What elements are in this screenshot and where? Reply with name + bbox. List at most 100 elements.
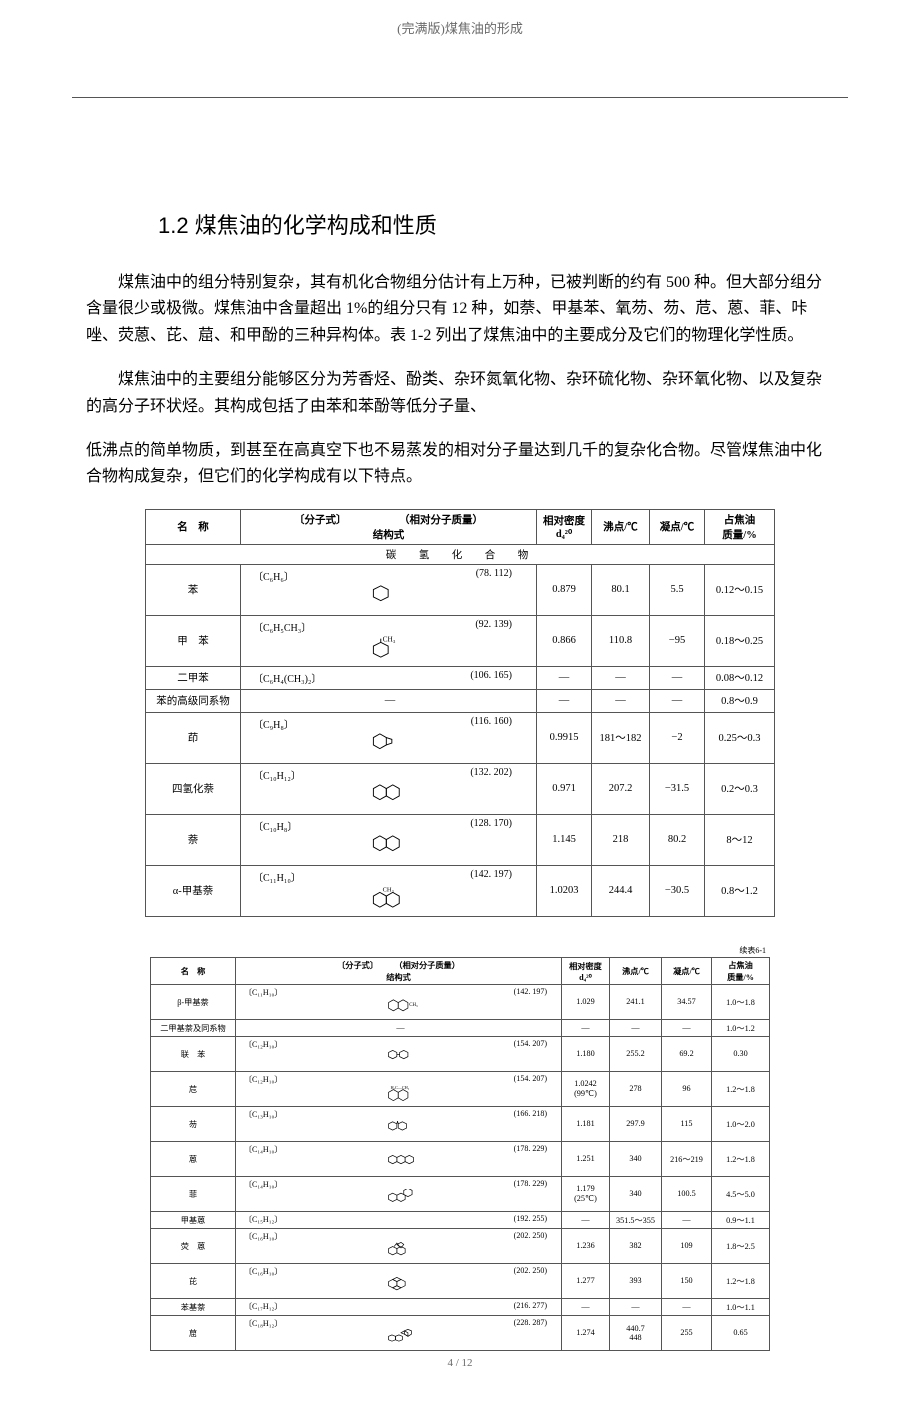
cell-bp: 255.2 — [610, 1036, 662, 1071]
cell-density: — — [562, 1298, 610, 1315]
cell-name: 苊 — [151, 1071, 236, 1106]
cell-density: — — [537, 689, 592, 712]
cell-pct: 0.9～1.1 — [712, 1211, 770, 1228]
cell-density: 1.277 — [562, 1263, 610, 1298]
table-row: 蒽〔C₁₄H₁₀〕(178. 229)1.251340216～2191.2～1.… — [151, 1141, 770, 1176]
cell-formula: 〔C₁₁H₁₀〕 — [253, 869, 301, 884]
cell-struct: — — [241, 689, 537, 712]
cell-bp: 351.5～355 — [610, 1211, 662, 1228]
cell-struct: 〔C₁₂H₁₀〕(154. 207) — [236, 1036, 562, 1071]
cell-density: 1.029 — [562, 984, 610, 1019]
cell-mp: — — [650, 666, 705, 689]
cell-struct: 〔C₆H₆〕 (78. 112) — [241, 564, 537, 615]
cell-density: 0.9915 — [537, 712, 592, 763]
cell-mp: 255 — [662, 1315, 712, 1350]
cell-formula: 〔C₆H₆〕 — [253, 568, 294, 583]
table-1: 名 称 〔分子式〕 （相对分子质量） 结构式 相对密度 d₄²⁰ 沸点/℃ 凝点… — [145, 509, 775, 917]
th-name: 名 称 — [151, 957, 236, 984]
cell-mp: −95 — [650, 615, 705, 666]
continued-label: 续表6-1 — [150, 945, 770, 956]
cell-pct: 4.5～5.0 — [712, 1176, 770, 1211]
cell-name: 苯基萘 — [151, 1298, 236, 1315]
cell-name: 芘 — [151, 1263, 236, 1298]
cell-struct: 〔C₁₂H₁₀〕(154. 207) — [236, 1071, 562, 1106]
cell-density: 1.274 — [562, 1315, 610, 1350]
cell-pct: 0.2～0.3 — [705, 763, 775, 814]
cell-mp: 150 — [662, 1263, 712, 1298]
table-row: 䓛〔C₁₈H₁₂〕(228. 287)1.274440.7 4482550.65 — [151, 1315, 770, 1350]
table-row: 菲〔C₁₄H₁₀〕(178. 229)1.179 (25℃)340100.54.… — [151, 1176, 770, 1211]
section-row: 碳 氢 化 合 物 — [146, 544, 775, 564]
cell-bp: 393 — [610, 1263, 662, 1298]
cell-mp: — — [662, 1298, 712, 1315]
cell-density: 0.879 — [537, 564, 592, 615]
cell-density: — — [537, 666, 592, 689]
cell-bp: 80.1 — [592, 564, 650, 615]
cell-struct: 〔C₁₅H₁₂〕(192. 255) — [236, 1211, 562, 1228]
cell-formula: 〔C₁₀H₁₂〕 — [253, 767, 301, 782]
cell-struct-dash: — — [396, 1023, 404, 1032]
cell-struct: 〔C₁₁H₁₀〕(142. 197) — [241, 865, 537, 916]
table-row: 芴〔C₁₃H₁₀〕(166. 218)1.181297.91151.0～2.0 — [151, 1106, 770, 1141]
cell-bp: — — [610, 1019, 662, 1036]
table-2: 续表6-1 名 称 〔分子式〕 （相对分子质量） 结构式 相对密度 d₄²⁰ 沸… — [150, 945, 770, 1351]
cell-mp: 5.5 — [650, 564, 705, 615]
table-row: β-甲基萘〔C₁₁H₁₀〕(142. 197)1.029241.134.571.… — [151, 984, 770, 1019]
cell-name: 二甲苯 — [146, 666, 241, 689]
cell-mass: (78. 112) — [476, 568, 512, 579]
cell-name: 萘 — [146, 814, 241, 865]
cell-formula: 〔C₁₅H₁₂〕 — [244, 1214, 282, 1225]
cell-struct: 〔C₁₄H₁₀〕(178. 229) — [236, 1176, 562, 1211]
cell-bp: 278 — [610, 1071, 662, 1106]
cell-mass: (178. 229) — [514, 1144, 547, 1153]
cell-pct: 0.30 — [712, 1036, 770, 1071]
cell-mp: 109 — [662, 1228, 712, 1263]
table-row: 萘〔C₁₀H₈〕(128. 170)1.14521880.28～12 — [146, 814, 775, 865]
cell-formula: 〔C₁₂H₁₀〕 — [244, 1074, 282, 1085]
cell-mp: 100.5 — [662, 1176, 712, 1211]
section-heading: 1.2 煤焦油的化学构成和性质 — [158, 208, 848, 240]
cell-mass: (202. 250) — [514, 1231, 547, 1240]
cell-formula: 〔C₆H₄(CH₃)₂〕 — [253, 670, 321, 685]
cell-name: 蒽 — [151, 1141, 236, 1176]
cell-formula: 〔C₁₇H₁₂〕 — [244, 1301, 282, 1312]
doc-header-title: (完满版)煤焦油的形成 — [72, 0, 848, 37]
cell-pct: 0.12～0.15 — [705, 564, 775, 615]
cell-mass: (216. 277) — [514, 1301, 547, 1310]
cell-mass: (132. 202) — [470, 767, 512, 778]
cell-formula: 〔C₁₆H₁₀〕 — [244, 1231, 282, 1242]
cell-formula: 〔C₁₆H₁₀〕 — [244, 1266, 282, 1277]
cell-mp: — — [662, 1019, 712, 1036]
top-rule — [72, 97, 848, 98]
cell-pct: 0.65 — [712, 1315, 770, 1350]
table-row: 苯〔C₆H₆〕(78. 112)0.87980.15.50.12～0.15 — [146, 564, 775, 615]
cell-mp: 115 — [662, 1106, 712, 1141]
th-pct: 占焦油 质量/% — [712, 957, 770, 984]
cell-pct: 1.0～1.8 — [712, 984, 770, 1019]
cell-mass: (228. 287) — [514, 1318, 547, 1327]
cell-mp: −2 — [650, 712, 705, 763]
table-row: 甲基蒽〔C₁₅H₁₂〕(192. 255)—351.5～355—0.9～1.1 — [151, 1211, 770, 1228]
cell-bp: — — [592, 689, 650, 712]
cell-bp: 241.1 — [610, 984, 662, 1019]
th-struct: 〔分子式〕 （相对分子质量） 结构式 — [241, 509, 537, 544]
cell-name: 茚 — [146, 712, 241, 763]
cell-struct: 〔C₁₆H₁₀〕 (202. 250) — [236, 1228, 562, 1263]
cell-pct: 1.2～1.8 — [712, 1071, 770, 1106]
table-row: 茚〔C₉H₈〕(116. 160)0.9915181～182−20.25～0.3 — [146, 712, 775, 763]
cell-struct: 〔C₁₄H₁₀〕(178. 229) — [236, 1141, 562, 1176]
cell-density: 1.236 — [562, 1228, 610, 1263]
cell-formula: 〔C₆H₅CH₃〕 — [253, 619, 311, 634]
cell-pct: 1.0～1.1 — [712, 1298, 770, 1315]
table-row: 二甲基萘及同系物————1.0～1.2 — [151, 1019, 770, 1036]
table-row: 芘〔C₁₆H₁₀〕(202. 250)1.2773931501.2～1.8 — [151, 1263, 770, 1298]
cell-name: 荧 蒽 — [151, 1228, 236, 1263]
cell-name: 芴 — [151, 1106, 236, 1141]
cell-bp: 297.9 — [610, 1106, 662, 1141]
cell-formula: 〔C₁₂H₁₀〕 — [244, 1039, 282, 1050]
cell-bp: 207.2 — [592, 763, 650, 814]
cell-pct: 1.0～2.0 — [712, 1106, 770, 1141]
table-row: 甲 苯〔C₆H₅CH₃〕(92. 139)0.866110.8−950.18～0… — [146, 615, 775, 666]
table-row: 二甲苯〔C₆H₄(CH₃)₂〕(106. 165)———0.08～0.12 — [146, 666, 775, 689]
cell-name: 联 苯 — [151, 1036, 236, 1071]
